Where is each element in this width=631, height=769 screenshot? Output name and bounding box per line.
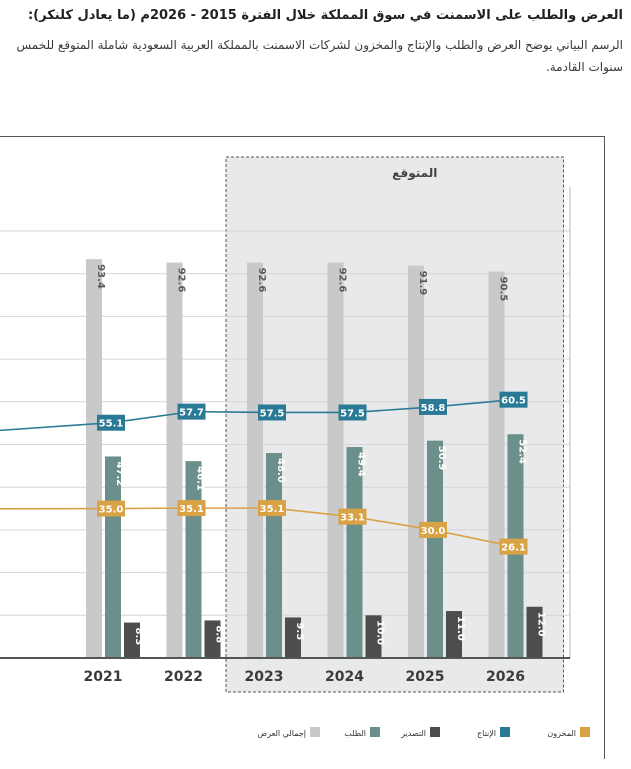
forecast-region [225,156,564,693]
bar-value-label: 47.2 [114,461,125,486]
legend-label: الطلب [344,729,366,738]
inventory-label-box [177,500,206,517]
x-tick-label: 2022 [164,669,203,685]
inventory-value-label: 35.1 [260,504,285,515]
bar-value-label: 92.6 [256,268,267,293]
x-tick-label: 2021 [84,669,123,685]
bar-value-label: 9.5 [294,622,305,640]
inventory-label-box [258,500,286,517]
legend-swatch [500,727,510,737]
legend-swatch [580,727,590,737]
legend-label: إجمالي العرض [258,729,306,739]
chart-heading: العرض والطلب على الاسمنت في سوق المملكة … [27,8,623,23]
production-label-box [258,404,286,421]
bar-total-supply [247,262,263,658]
bar-value-label: 46.1 [195,466,206,491]
bar-demand [346,447,363,658]
production-value-label: 57.7 [179,408,204,419]
inventory-value-label: 30.0 [421,526,446,537]
production-value-label: 55.1 [99,419,124,430]
production-label-box [97,414,125,431]
x-tick-label: 2024 [325,669,364,685]
legend-swatch [310,727,320,737]
bar-value-label: 92.6 [337,268,348,293]
bar-total-supply [488,271,505,658]
bar-export [124,622,140,658]
inventory-value-label: 33.1 [340,513,365,524]
bar-value-label: 8.8 [214,625,225,643]
inventory-value-label: 35.0 [99,505,124,516]
legend-label: التصدير [400,729,426,738]
inventory-label-box [499,538,528,555]
bar-demand [266,453,282,658]
production-value-label: 60.5 [501,396,526,407]
bar-export [446,611,462,658]
bar-total-supply [166,262,183,658]
bar-value-label: 10.0 [375,620,386,645]
legend-swatch [370,727,380,737]
bar-demand [427,440,443,658]
bar-export [526,606,543,658]
bar-total-supply [327,262,344,658]
inventory-value-label: 35.1 [179,504,204,515]
bar-total-supply [408,265,424,658]
bar-value-label: 93.4 [95,264,106,289]
legend-label: المخزون [547,729,576,738]
forecast-label: المتوقع [392,166,437,181]
x-tick-label: 2026 [486,669,525,685]
inventory-label-box [338,508,367,525]
bar-value-label: 12.0 [536,612,547,637]
bar-demand [105,456,121,658]
bar-value-label: 48.0 [275,458,286,483]
production-value-label: 58.8 [421,403,446,414]
bar-value-label: 50.9 [436,446,447,471]
bar-value-label: 11.0 [455,616,466,641]
bar-value-label: 52.4 [517,439,528,464]
production-value-label: 57.5 [260,408,285,419]
bar-total-supply [86,259,102,658]
bar-value-label: 91.9 [417,271,428,296]
bar-value-label: 8.3 [133,628,144,646]
inventory-label-box [97,500,125,517]
production-label-box [499,391,528,408]
bar-export [204,620,221,658]
inventory-label-box [419,521,447,538]
production-label-box [419,398,447,415]
bar-value-label: 92.6 [176,268,187,293]
chart-frame: المتوقع 93.4 92.6 92.6 92.6 91.9 90.5 47.2 46.1 4… [0,136,605,759]
legend-swatch [430,727,440,737]
bar-value-label: 90.5 [498,277,509,302]
production-label-box [177,403,206,420]
x-tick-label: 2023 [245,669,284,685]
bar-export [365,615,382,658]
inventory-value-label: 26.1 [501,543,526,554]
bar-value-label: 49.4 [356,452,367,477]
x-tick-label: 2025 [406,669,445,685]
supply-demand-chart: المتوقع 93.4 92.6 92.6 92.6 91.9 90.5 47.2 46.1 4… [0,156,590,739]
production-value-label: 57.5 [340,408,365,419]
bar-export [285,617,301,658]
legend-label: الإنتاج [477,729,496,739]
chart-description: الرسم البياني يوضح العرض والطلب والإنتاج… [16,38,624,74]
production-label-box [338,404,367,421]
